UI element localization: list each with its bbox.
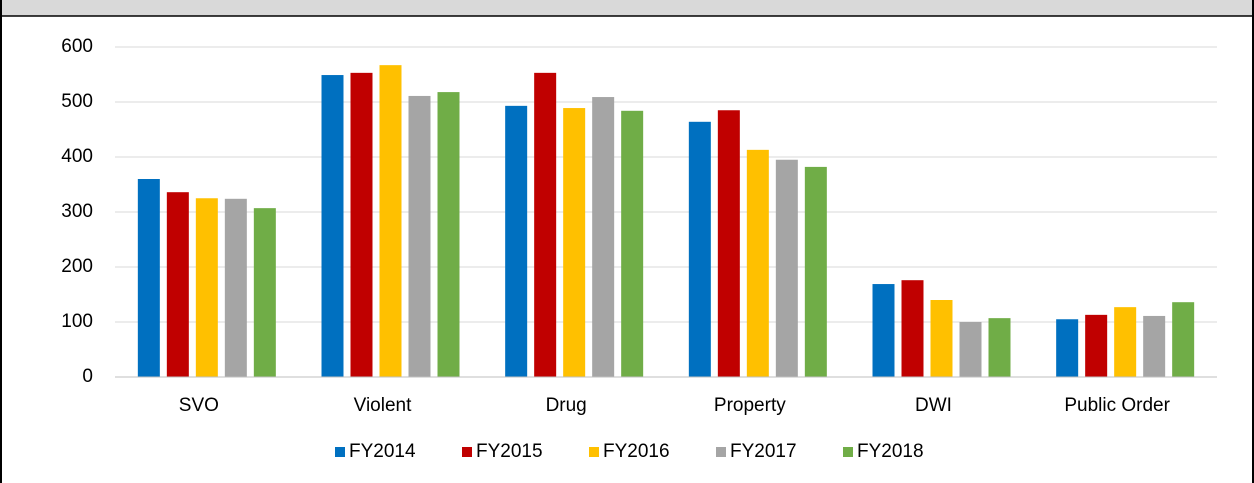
x-tick-label: SVO (179, 395, 219, 416)
bar (804, 166, 827, 377)
legend-swatch (843, 447, 853, 457)
bar (988, 318, 1011, 377)
bar (872, 284, 895, 377)
bar (166, 192, 189, 377)
y-tick-label: 600 (61, 36, 93, 57)
bar (195, 198, 218, 377)
legend-label: FY2014 (349, 441, 416, 462)
header-strip (0, 0, 1254, 16)
y-tick-label: 0 (82, 366, 93, 387)
bar (1085, 314, 1108, 377)
bar (1143, 315, 1166, 377)
legend-swatch (716, 447, 726, 457)
y-tick-label: 200 (61, 256, 93, 277)
legend-swatch (589, 447, 599, 457)
bar (379, 65, 402, 378)
x-tick-label: Property (714, 395, 786, 416)
bar (505, 105, 528, 377)
bar (137, 179, 160, 377)
bar (1056, 319, 1079, 377)
y-tick-label: 100 (61, 311, 93, 332)
bar (224, 198, 247, 377)
bar (253, 208, 276, 377)
bar (621, 110, 644, 378)
x-tick-label: Violent (354, 395, 412, 416)
bar (408, 95, 431, 377)
bar (534, 72, 557, 377)
bar (930, 300, 953, 377)
legend-label: FY2018 (857, 441, 924, 462)
bar (717, 110, 740, 377)
y-tick-label: 500 (61, 91, 93, 112)
legend-label: FY2017 (730, 441, 797, 462)
bar (563, 108, 586, 378)
bar (321, 75, 344, 378)
bar (959, 322, 982, 377)
bar (775, 159, 798, 377)
bar (746, 149, 769, 377)
bar (437, 92, 460, 377)
y-tick-label: 300 (61, 201, 93, 222)
legend-label: FY2015 (476, 441, 543, 462)
bar (688, 121, 711, 377)
legend-swatch (335, 447, 345, 457)
x-tick-label: Public Order (1064, 395, 1170, 416)
x-tick-label: Drug (546, 395, 587, 416)
bar (1114, 307, 1137, 377)
bar (592, 97, 615, 378)
bar (1172, 302, 1195, 377)
y-tick-label: 400 (61, 146, 93, 167)
bar (901, 280, 924, 377)
x-tick-label: DWI (915, 395, 952, 416)
bar (350, 72, 373, 377)
legend-label: FY2016 (603, 441, 670, 462)
legend-swatch (462, 447, 472, 457)
